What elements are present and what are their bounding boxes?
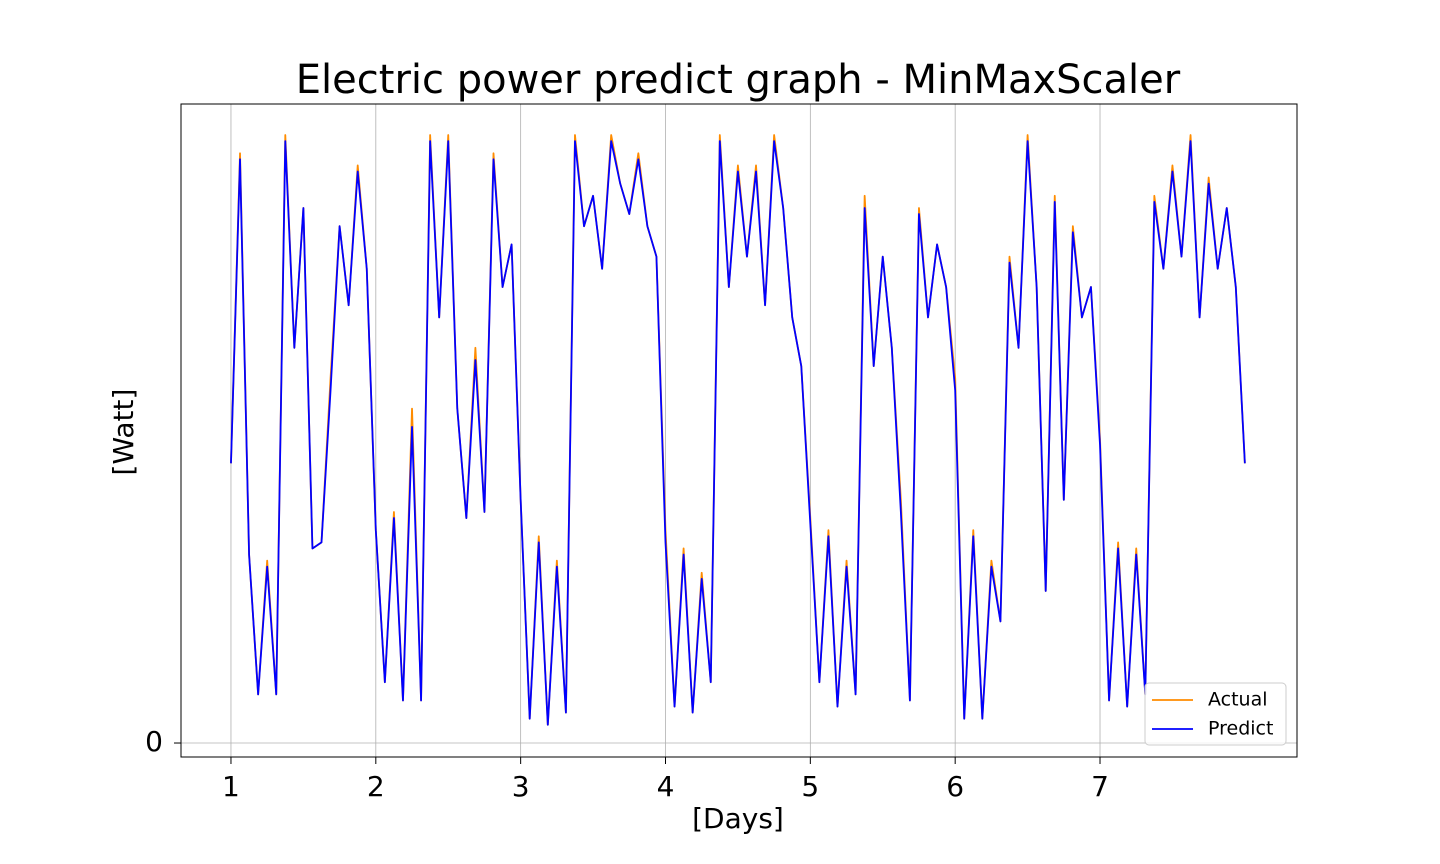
x-tick-label: 2 (367, 770, 385, 803)
chart-title: Electric power predict graph - MinMaxSca… (296, 57, 1181, 103)
x-tick-label: 4 (657, 770, 675, 803)
grid (174, 104, 1297, 764)
x-tick-label: 3 (512, 770, 530, 803)
plot-lines (230, 134, 1246, 726)
x-tick-label: 6 (946, 770, 964, 803)
plot-frame (180, 103, 1298, 758)
legend-label: Actual (1208, 689, 1268, 711)
legend: Actual Predict (1144, 682, 1287, 746)
x-tick-label: 1 (222, 770, 240, 803)
y-axis-label: [Watt] (107, 389, 140, 476)
x-tick-label: 5 (801, 770, 819, 803)
x-tick-label: 7 (1091, 770, 1109, 803)
series-line (230, 140, 1246, 726)
y-tick-label: 0 (145, 725, 163, 758)
legend-label: Predict (1208, 718, 1273, 740)
x-axis-label: [Days] (692, 802, 784, 835)
